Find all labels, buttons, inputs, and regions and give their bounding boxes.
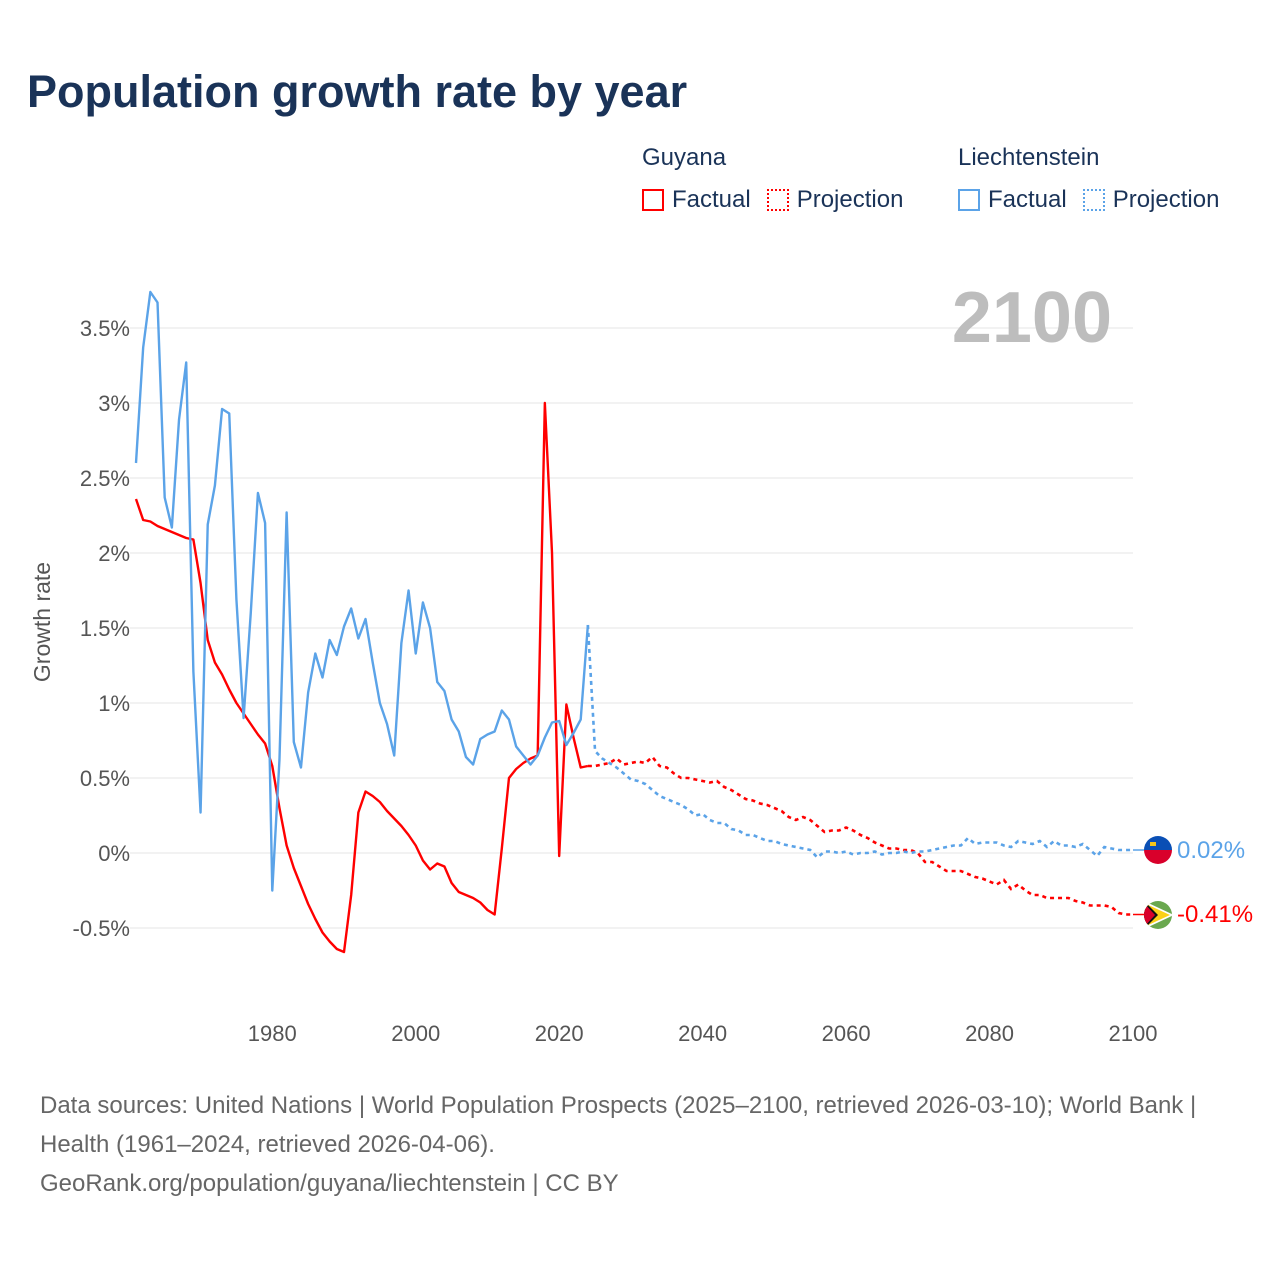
legend-label: Factual	[988, 186, 1067, 213]
x-tick-label: 2000	[391, 1021, 440, 1046]
guyana-end-label: -0.41%	[1177, 901, 1253, 928]
x-tick-label: 2040	[678, 1021, 727, 1046]
y-tick-label: 0%	[98, 841, 130, 866]
year-display: 2100	[952, 278, 1112, 358]
liechtenstein-end-label: 0.02%	[1177, 837, 1245, 864]
y-tick-label: 2.5%	[80, 466, 130, 491]
legend-liechtenstein: Liechtenstein Factual Projection	[958, 144, 1235, 214]
x-tick-label: 2080	[965, 1021, 1014, 1046]
liechtenstein-flag-icon	[1144, 836, 1172, 864]
legend-swatch-solid	[642, 189, 664, 211]
x-tick-label: 1980	[248, 1021, 297, 1046]
data-sources: Data sources: United Nations | World Pop…	[40, 1092, 1197, 1158]
legend-label: Projection	[796, 186, 904, 213]
y-tick-label: -0.5%	[73, 916, 130, 941]
guyana-flag-icon	[1144, 901, 1172, 929]
legend-swatch-dotted	[1082, 189, 1105, 211]
y-tick-label: 0.5%	[80, 766, 130, 791]
x-tick-label: 2060	[822, 1021, 871, 1046]
x-tick-label: 2100	[1109, 1021, 1158, 1046]
liechtenstein-factual-line	[134, 290, 590, 892]
legend-guyana-factual[interactable]: Factual	[642, 186, 751, 214]
y-tick-label: 3.5%	[80, 316, 130, 341]
guyana-projection-line	[587, 755, 1133, 916]
chart-title: Population growth rate by year	[27, 66, 688, 117]
y-tick-label: 1%	[98, 691, 130, 716]
legend-country: Guyana	[642, 144, 727, 171]
legend-swatch-solid	[958, 189, 980, 211]
legend-guyana: Guyana Factual Projection	[642, 144, 919, 214]
legend-country: Liechtenstein	[958, 144, 1100, 171]
attribution-link[interactable]: GeoRank.org/population/guyana/liechtenst…	[40, 1170, 619, 1197]
legend-liechtenstein-projection[interactable]: Projection	[1082, 186, 1220, 214]
y-tick-label: 1.5%	[80, 616, 130, 641]
legend-label: Projection	[1112, 186, 1220, 213]
y-tick-label: 2%	[98, 541, 130, 566]
legend-swatch-dotted	[766, 189, 789, 211]
x-tick-label: 2020	[535, 1021, 584, 1046]
y-axis-label: Growth rate	[29, 562, 55, 682]
chart-area: -0.5% 0% 0.5% 1% 1.5% 2% 2.5% 3% 3.5% 1980 2000 202…	[29, 278, 1253, 1046]
y-tick-label: 3%	[98, 391, 130, 416]
footer: Data sources: United Nations | World Pop…	[40, 1086, 1240, 1203]
legend-label: Factual	[672, 186, 751, 213]
legend-liechtenstein-factual[interactable]: Factual	[958, 186, 1067, 214]
liechtenstein-projection-line	[586, 624, 1133, 860]
guyana-factual-line	[134, 401, 589, 954]
legend-guyana-projection[interactable]: Projection	[766, 186, 904, 214]
